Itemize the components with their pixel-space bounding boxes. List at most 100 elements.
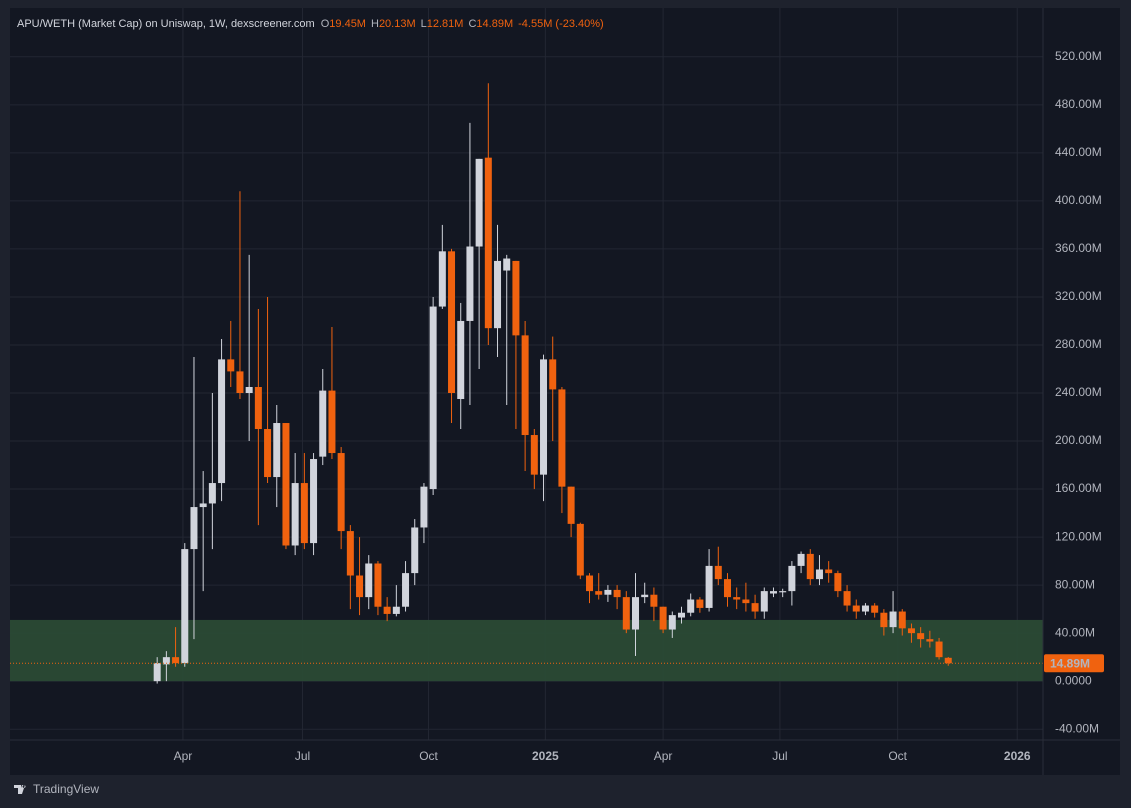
candle-body	[282, 423, 290, 546]
candle-body	[512, 260, 520, 336]
candle-body	[218, 359, 226, 484]
candle-body	[604, 589, 612, 595]
y-tick-label: 520.00M	[1055, 49, 1102, 63]
candle-body	[742, 599, 750, 604]
candle-body	[917, 633, 925, 640]
x-tick-label: Oct	[419, 749, 438, 763]
candle-body	[475, 158, 483, 247]
candle-body	[944, 657, 952, 664]
candle-body	[806, 553, 814, 580]
candle-body	[374, 563, 382, 607]
candle-body	[208, 483, 216, 504]
candle-body	[153, 663, 161, 682]
candle-body	[926, 639, 934, 642]
candle-body	[300, 483, 308, 544]
candle-body	[705, 565, 713, 608]
legend-value: 12.81M	[427, 18, 464, 30]
legend-key: C	[468, 18, 476, 30]
candle-body	[172, 657, 180, 664]
candle-body	[595, 591, 603, 595]
candle-body	[586, 575, 594, 592]
candle-body	[861, 605, 869, 612]
candle-body	[632, 597, 640, 630]
candle-body	[310, 459, 318, 544]
x-tick-label: Apr	[174, 749, 193, 763]
candle-body	[181, 549, 189, 664]
candle-body	[641, 594, 649, 598]
candle-body	[935, 641, 943, 658]
legend-key: L	[421, 18, 427, 30]
candle-body	[530, 435, 538, 475]
header: APU/WETH (Market Cap) on Uniswap, 1W, de…	[17, 18, 604, 30]
candle-body	[484, 157, 492, 329]
y-tick-label: 360.00M	[1055, 241, 1102, 255]
y-tick-label: 120.00M	[1055, 529, 1102, 543]
x-tick-label: Jul	[772, 749, 787, 763]
legend-value: 14.89M	[476, 18, 513, 30]
candle-body	[402, 573, 410, 607]
candle-body	[779, 591, 787, 593]
legend-value: 19.45M	[329, 18, 366, 30]
legend-key: O	[321, 18, 330, 30]
candle-body	[871, 605, 879, 613]
candle-body	[714, 565, 722, 580]
candle-body	[365, 563, 373, 598]
y-tick-label: 80.00M	[1055, 577, 1095, 591]
y-tick-label: 400.00M	[1055, 193, 1102, 207]
candle-body	[540, 359, 548, 475]
x-tick-label: Oct	[888, 749, 907, 763]
candle-body	[291, 483, 299, 546]
candle-body	[254, 386, 262, 430]
brand-logo	[14, 785, 26, 794]
candle-body	[346, 531, 354, 576]
y-tick-label: 280.00M	[1055, 337, 1102, 351]
candle-body	[521, 335, 529, 436]
candle-body	[245, 386, 253, 394]
candle-body	[273, 423, 281, 478]
candle-body	[457, 320, 465, 400]
last-price-badge	[1044, 654, 1104, 673]
y-tick-label: -40.00M	[1055, 721, 1099, 735]
candle-body	[834, 573, 842, 592]
candle-body	[466, 246, 474, 321]
y-tick-label: 40.00M	[1055, 625, 1095, 639]
candle-body	[907, 628, 915, 634]
candle-body	[696, 599, 704, 608]
candle-body	[420, 486, 428, 528]
candle-body	[650, 594, 658, 607]
candle-body	[190, 507, 198, 550]
y-tick-label: 200.00M	[1055, 433, 1102, 447]
candle-body	[494, 260, 502, 329]
candle-body	[613, 589, 621, 598]
candle-body	[162, 657, 170, 665]
candle-body	[852, 605, 860, 612]
candle-body	[760, 591, 768, 612]
candle-body	[383, 606, 391, 614]
candle-body	[880, 612, 888, 628]
y-tick-label: 320.00M	[1055, 289, 1102, 303]
candle-body	[356, 575, 364, 598]
marks	[10, 83, 1043, 684]
candle-body	[438, 251, 446, 307]
candle-body	[622, 597, 630, 630]
candle-body	[733, 597, 741, 600]
candle-body	[392, 606, 400, 614]
x-tick-label: 2026	[1004, 749, 1031, 763]
y-tick-label: 240.00M	[1055, 385, 1102, 399]
chart-title: APU/WETH (Market Cap) on Uniswap, 1W, de…	[17, 18, 315, 30]
candle-body	[751, 603, 759, 612]
candle-body	[503, 258, 511, 271]
candle-body	[825, 569, 833, 574]
candle-body	[549, 359, 557, 390]
candle-body	[723, 579, 731, 598]
candle-body	[567, 486, 575, 524]
candle-body	[558, 389, 566, 487]
candle-body	[788, 565, 796, 592]
candle-body	[843, 591, 851, 606]
candle-body	[429, 306, 437, 490]
y-tick-label: 440.00M	[1055, 145, 1102, 159]
candle-body	[576, 523, 584, 576]
x-tick-label: Jul	[295, 749, 310, 763]
